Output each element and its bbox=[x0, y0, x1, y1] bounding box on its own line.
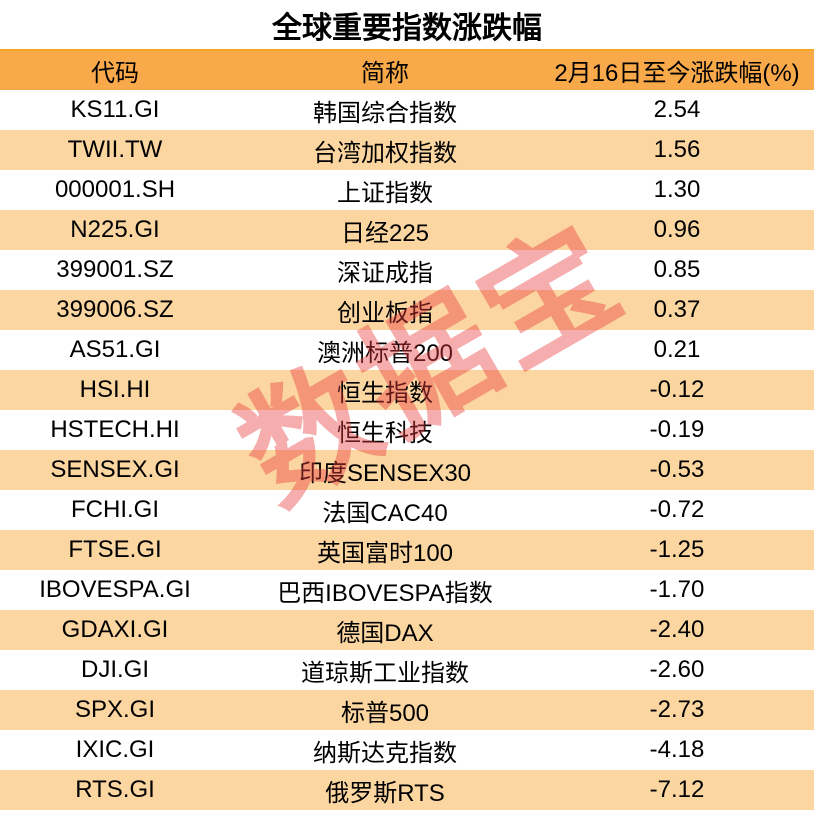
cell-name: 印度SENSEX30 bbox=[230, 450, 540, 490]
index-table: 全球重要指数涨跌幅 代码 简称 2月16日至今涨跌幅(%) KS11.GI韩国综… bbox=[0, 0, 814, 810]
table-row: SPX.GI标普500-2.73 bbox=[0, 690, 814, 730]
cell-name: 纳斯达克指数 bbox=[230, 730, 540, 770]
cell-code: 399001.SZ bbox=[0, 250, 230, 290]
cell-code: HSI.HI bbox=[0, 370, 230, 410]
cell-change: -4.18 bbox=[540, 730, 814, 770]
cell-code: IBOVESPA.GI bbox=[0, 570, 230, 610]
table-row: TWII.TW台湾加权指数1.56 bbox=[0, 130, 814, 170]
cell-name: 台湾加权指数 bbox=[230, 130, 540, 170]
cell-name: 德国DAX bbox=[230, 610, 540, 650]
cell-change: -2.73 bbox=[540, 690, 814, 730]
cell-code: SPX.GI bbox=[0, 690, 230, 730]
header-change: 2月16日至今涨跌幅(%) bbox=[540, 50, 814, 90]
cell-change: -0.19 bbox=[540, 410, 814, 450]
header-row: 代码 简称 2月16日至今涨跌幅(%) bbox=[0, 50, 814, 90]
cell-change: 0.37 bbox=[540, 290, 814, 330]
title-row: 全球重要指数涨跌幅 bbox=[0, 0, 814, 50]
cell-code: 000001.SH bbox=[0, 170, 230, 210]
cell-name: 深证成指 bbox=[230, 250, 540, 290]
table-row: IBOVESPA.GI巴西IBOVESPA指数-1.70 bbox=[0, 570, 814, 610]
table-row: 000001.SH上证指数1.30 bbox=[0, 170, 814, 210]
table-row: DJI.GI道琼斯工业指数-2.60 bbox=[0, 650, 814, 690]
index-table-container: 全球重要指数涨跌幅 代码 简称 2月16日至今涨跌幅(%) KS11.GI韩国综… bbox=[0, 0, 814, 810]
cell-change: 2.54 bbox=[540, 90, 814, 130]
cell-code: AS51.GI bbox=[0, 330, 230, 370]
cell-change: -7.12 bbox=[540, 770, 814, 810]
cell-name: 道琼斯工业指数 bbox=[230, 650, 540, 690]
cell-code: FTSE.GI bbox=[0, 530, 230, 570]
header-name: 简称 bbox=[230, 50, 540, 90]
cell-code: N225.GI bbox=[0, 210, 230, 250]
header-code: 代码 bbox=[0, 50, 230, 90]
cell-code: FCHI.GI bbox=[0, 490, 230, 530]
table-row: GDAXI.GI德国DAX-2.40 bbox=[0, 610, 814, 650]
table-row: KS11.GI韩国综合指数2.54 bbox=[0, 90, 814, 130]
table-row: FTSE.GI英国富时100-1.25 bbox=[0, 530, 814, 570]
cell-code: KS11.GI bbox=[0, 90, 230, 130]
cell-change: 1.56 bbox=[540, 130, 814, 170]
cell-change: -0.12 bbox=[540, 370, 814, 410]
cell-name: 日经225 bbox=[230, 210, 540, 250]
cell-code: 399006.SZ bbox=[0, 290, 230, 330]
cell-change: -0.53 bbox=[540, 450, 814, 490]
cell-code: DJI.GI bbox=[0, 650, 230, 690]
cell-name: 上证指数 bbox=[230, 170, 540, 210]
cell-change: -0.72 bbox=[540, 490, 814, 530]
cell-name: 英国富时100 bbox=[230, 530, 540, 570]
cell-code: HSTECH.HI bbox=[0, 410, 230, 450]
cell-change: 0.96 bbox=[540, 210, 814, 250]
table-row: HSI.HI恒生指数-0.12 bbox=[0, 370, 814, 410]
cell-change: 1.30 bbox=[540, 170, 814, 210]
cell-change: -1.70 bbox=[540, 570, 814, 610]
cell-change: -2.60 bbox=[540, 650, 814, 690]
table-row: N225.GI日经2250.96 bbox=[0, 210, 814, 250]
table-row: 399001.SZ深证成指0.85 bbox=[0, 250, 814, 290]
cell-change: 0.21 bbox=[540, 330, 814, 370]
table-row: RTS.GI俄罗斯RTS-7.12 bbox=[0, 770, 814, 810]
table-row: IXIC.GI纳斯达克指数-4.18 bbox=[0, 730, 814, 770]
table-row: FCHI.GI法国CAC40-0.72 bbox=[0, 490, 814, 530]
cell-name: 俄罗斯RTS bbox=[230, 770, 540, 810]
cell-name: 恒生科技 bbox=[230, 410, 540, 450]
cell-name: 澳洲标普200 bbox=[230, 330, 540, 370]
cell-change: -2.40 bbox=[540, 610, 814, 650]
table-body: 全球重要指数涨跌幅 代码 简称 2月16日至今涨跌幅(%) KS11.GI韩国综… bbox=[0, 0, 814, 810]
cell-name: 法国CAC40 bbox=[230, 490, 540, 530]
table-row: AS51.GI澳洲标普2000.21 bbox=[0, 330, 814, 370]
cell-name: 巴西IBOVESPA指数 bbox=[230, 570, 540, 610]
cell-change: 0.85 bbox=[540, 250, 814, 290]
cell-name: 标普500 bbox=[230, 690, 540, 730]
cell-change: -1.25 bbox=[540, 530, 814, 570]
cell-code: GDAXI.GI bbox=[0, 610, 230, 650]
cell-code: SENSEX.GI bbox=[0, 450, 230, 490]
table-row: SENSEX.GI印度SENSEX30-0.53 bbox=[0, 450, 814, 490]
table-row: 399006.SZ创业板指0.37 bbox=[0, 290, 814, 330]
table-row: HSTECH.HI恒生科技-0.19 bbox=[0, 410, 814, 450]
cell-name: 韩国综合指数 bbox=[230, 90, 540, 130]
cell-code: TWII.TW bbox=[0, 130, 230, 170]
table-title: 全球重要指数涨跌幅 bbox=[0, 0, 814, 50]
cell-code: RTS.GI bbox=[0, 770, 230, 810]
cell-code: IXIC.GI bbox=[0, 730, 230, 770]
cell-name: 恒生指数 bbox=[230, 370, 540, 410]
cell-name: 创业板指 bbox=[230, 290, 540, 330]
